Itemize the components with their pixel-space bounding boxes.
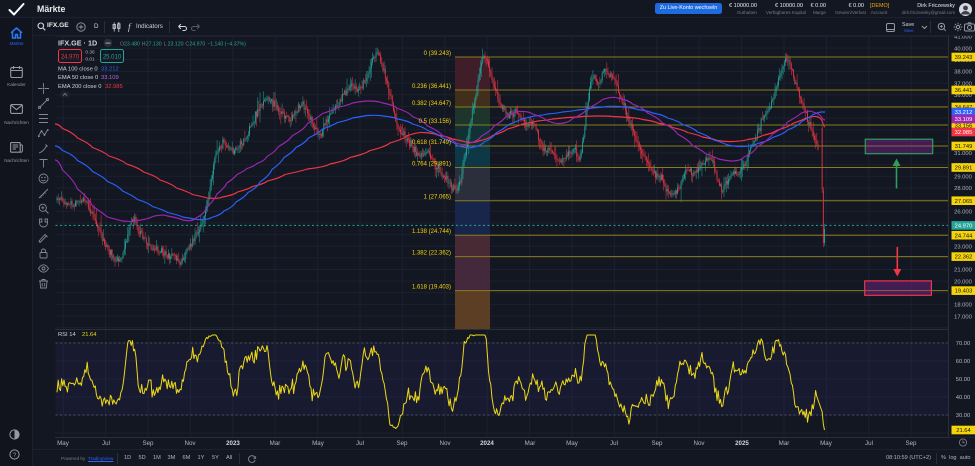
svg-text:0.5 (33.156): 0.5 (33.156)	[419, 119, 451, 125]
svg-text:21.64: 21.64	[82, 332, 97, 338]
svg-text:60.00: 60.00	[956, 359, 971, 365]
svg-text:EMA 200 close 0: EMA 200 close 0	[58, 84, 102, 90]
svg-text:30.00: 30.00	[956, 413, 971, 419]
svg-text:33.212: 33.212	[955, 110, 973, 116]
svg-text:33.109: 33.109	[955, 117, 973, 123]
svg-text:f: f	[128, 22, 132, 32]
svg-text:Nov: Nov	[693, 440, 705, 447]
svg-text:50.00: 50.00	[956, 377, 971, 383]
svg-text:31.749: 31.749	[955, 144, 973, 150]
svg-text:1.138 (24.744): 1.138 (24.744)	[412, 229, 451, 235]
svg-text:17.000: 17.000	[954, 314, 972, 320]
svg-text:33.212: 33.212	[101, 67, 119, 73]
svg-text:37.000: 37.000	[954, 81, 972, 87]
svg-text:21.000: 21.000	[954, 268, 972, 274]
svg-text:25.010: 25.010	[103, 55, 122, 61]
svg-text:L: L	[164, 42, 167, 48]
svg-text:32.985: 32.985	[105, 84, 123, 90]
svg-text:23.120: 23.120	[168, 42, 184, 48]
svg-text:33.156: 33.156	[955, 124, 973, 130]
svg-text:Sep: Sep	[905, 440, 917, 447]
svg-text:0.36: 0.36	[85, 50, 95, 56]
svg-text:27.130: 27.130	[146, 42, 162, 48]
svg-text:Mar: Mar	[779, 440, 790, 447]
svg-text:Nov: Nov	[184, 440, 196, 447]
svg-text:IFX.GE · 1D: IFX.GE · 1D	[58, 39, 97, 48]
svg-text:27.065: 27.065	[955, 199, 973, 205]
svg-text:36.441: 36.441	[955, 88, 973, 94]
svg-text:1 (27.065): 1 (27.065)	[424, 195, 451, 201]
svg-text:0 (39.243): 0 (39.243)	[424, 51, 451, 57]
svg-text:40.000: 40.000	[954, 46, 972, 52]
svg-text:36.000: 36.000	[954, 93, 972, 99]
svg-text:Jul: Jul	[610, 440, 618, 447]
svg-text:Mar: Mar	[270, 440, 281, 447]
svg-text:23.000: 23.000	[954, 244, 972, 250]
svg-text:31.000: 31.000	[954, 151, 972, 157]
svg-text:EMA 50 close 0: EMA 50 close 0	[58, 75, 98, 81]
svg-text:28.000: 28.000	[954, 186, 972, 192]
svg-text:2023: 2023	[226, 440, 240, 447]
svg-text:Nov: Nov	[439, 440, 451, 447]
svg-text:38.000: 38.000	[954, 70, 972, 76]
svg-text:2024: 2024	[480, 440, 494, 447]
svg-text:0.236 (36.441): 0.236 (36.441)	[412, 84, 451, 90]
svg-text:Jul: Jul	[102, 440, 110, 447]
svg-text:2025: 2025	[735, 440, 749, 447]
svg-text:20.000: 20.000	[954, 279, 972, 285]
svg-text:22.362: 22.362	[955, 255, 973, 261]
svg-text:Jul: Jul	[865, 440, 873, 447]
svg-text:39.243: 39.243	[955, 55, 973, 61]
svg-text:1.382 (22.362): 1.382 (22.362)	[412, 250, 451, 256]
svg-text:19.403: 19.403	[955, 289, 973, 295]
svg-text:RSI 14: RSI 14	[58, 332, 76, 338]
svg-text:Jul: Jul	[356, 440, 364, 447]
svg-text:23.480: 23.480	[124, 42, 140, 48]
svg-text:21.64: 21.64	[956, 428, 971, 434]
svg-text:26.000: 26.000	[954, 209, 972, 215]
svg-text:24.744: 24.744	[955, 233, 974, 239]
svg-text:MA 100 close 0: MA 100 close 0	[58, 67, 98, 73]
svg-text:May: May	[312, 440, 325, 447]
svg-text:0.764 (29.891): 0.764 (29.891)	[412, 161, 451, 167]
svg-text:Sep: Sep	[651, 440, 663, 447]
svg-text:O: O	[120, 42, 124, 48]
svg-text:32.985: 32.985	[955, 130, 973, 136]
svg-text:24.970: 24.970	[955, 224, 973, 230]
svg-text:24.970: 24.970	[189, 42, 205, 48]
svg-text:0.618 (31.749): 0.618 (31.749)	[412, 140, 451, 146]
svg-text:29.000: 29.000	[954, 175, 972, 181]
svg-text:1.618 (19.403): 1.618 (19.403)	[412, 284, 451, 290]
svg-text:May: May	[820, 440, 833, 447]
svg-text:0.01: 0.01	[85, 57, 95, 63]
svg-text:70.00: 70.00	[956, 341, 971, 347]
svg-text:29.891: 29.891	[955, 166, 973, 172]
svg-text:H: H	[142, 42, 146, 48]
svg-text:?: ?	[13, 452, 17, 459]
svg-text:41.000: 41.000	[954, 35, 972, 41]
svg-text:24.970: 24.970	[61, 55, 80, 61]
svg-text:−1.140 (−4.37%): −1.140 (−4.37%)	[207, 42, 246, 48]
svg-text:Sep: Sep	[396, 440, 408, 447]
svg-text:Mar: Mar	[525, 440, 536, 447]
svg-text:33.109: 33.109	[101, 75, 119, 81]
svg-text:Sep: Sep	[142, 440, 154, 447]
svg-text:C: C	[185, 42, 189, 48]
svg-text:May: May	[57, 440, 70, 447]
svg-text:May: May	[566, 440, 579, 447]
svg-text:0.382 (34.647): 0.382 (34.647)	[412, 101, 451, 107]
svg-text:40.00: 40.00	[956, 395, 971, 401]
svg-text:18.000: 18.000	[954, 303, 972, 309]
